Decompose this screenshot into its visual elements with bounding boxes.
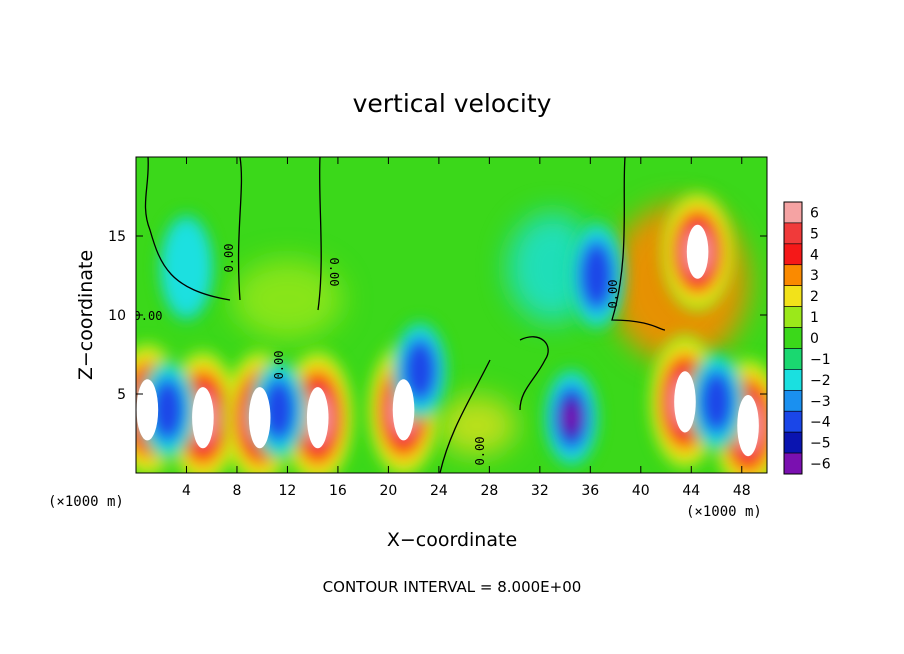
colorbar-label: −3 (810, 394, 831, 410)
field-contour-fill (152, 382, 183, 438)
x-tick-label: 44 (682, 483, 700, 499)
field-contour-fill (581, 245, 613, 306)
contour-label: 0.00 (272, 351, 286, 380)
x-unit-left: (×1000 m) (48, 494, 124, 510)
y-tick-label: 15 (108, 229, 126, 245)
x-unit-right: (×1000 m) (686, 504, 762, 520)
y-tick-label: 10 (108, 308, 126, 324)
colorbar-swatch (783, 410, 803, 433)
x-tick-label: 8 (232, 483, 241, 499)
x-tick-label: 28 (480, 483, 498, 499)
colorbar-label: 3 (810, 268, 819, 284)
field-core (136, 379, 159, 441)
colorbar-swatch (783, 348, 803, 370)
colorbar-swatch (783, 222, 803, 245)
colorbar-swatch (783, 306, 803, 328)
colorbar-swatch (783, 390, 803, 412)
field-core (686, 224, 709, 279)
colorbar: 6 5 4 3 2 1 0 −1 −2 −3 −4 −5 −6 (783, 201, 831, 475)
x-tick-label: 20 (379, 483, 397, 499)
colorbar-label: 5 (810, 226, 819, 242)
x-tick-label: 36 (581, 483, 599, 499)
contour-label: 0.00 (473, 437, 487, 466)
x-axis-ticks: 4 8 12 16 20 24 28 32 36 40 44 48 (182, 157, 751, 499)
velocity-field: 0.00 0.00 0.00 0.00 0.00 0.00 (134, 157, 767, 473)
zero-contour-line (611, 157, 666, 331)
colorbar-label: 4 (810, 247, 819, 263)
zero-contour-line (439, 359, 491, 473)
field-core (306, 387, 329, 449)
colorbar-swatch (783, 452, 803, 475)
x-tick-label: 32 (531, 483, 549, 499)
colorbar-label: −2 (810, 373, 831, 389)
colorbar-label: 0 (810, 331, 819, 347)
zero-contour-line (144, 157, 231, 301)
y-axis-ticks: 5 10 15 (108, 229, 767, 403)
x-tick-label: 12 (279, 483, 297, 499)
colorbar-label: 6 (810, 205, 819, 221)
colorbar-swatch (783, 285, 803, 307)
x-tick-label: 4 (182, 483, 191, 499)
chart-title: vertical velocity (353, 89, 552, 118)
zero-contour-line (317, 157, 322, 311)
field-contour-fill (404, 342, 436, 398)
field-contour-fill (263, 382, 295, 438)
field-contour-fill (562, 402, 580, 433)
colorbar-swatch (783, 264, 803, 286)
x-tick-label: 48 (733, 483, 751, 499)
field-contour-fill (162, 220, 211, 315)
contour-label: 0.00 (222, 244, 236, 273)
zero-contours (144, 157, 666, 473)
zero-contour-line (519, 336, 549, 411)
colorbar-label: 1 (810, 310, 819, 326)
contour-interval-note: CONTOUR INTERVAL = 8.000E+00 (323, 578, 582, 596)
field-core (674, 371, 696, 433)
x-tick-label: 16 (329, 483, 347, 499)
x-tick-label: 40 (632, 483, 650, 499)
x-tick-label: 24 (430, 483, 448, 499)
y-tick-label: 5 (117, 387, 126, 403)
contour-label: 0.00 (327, 258, 341, 287)
field-core (248, 387, 271, 449)
field-contour-fill (701, 374, 732, 430)
colorbar-swatch (783, 243, 803, 266)
field-blob (436, 395, 517, 456)
colorbar-label: −5 (810, 436, 831, 452)
colorbar-label: 2 (810, 289, 819, 305)
x-axis-label: X−coordinate (387, 529, 517, 551)
colorbar-label: −4 (810, 415, 831, 431)
contour-label: 0.00 (606, 280, 620, 309)
field-blob (232, 259, 343, 340)
colorbar-swatch (783, 201, 803, 224)
contour-label: 0.00 (134, 309, 163, 323)
field-core (192, 387, 214, 449)
colorbar-swatch (783, 369, 803, 391)
colorbar-swatch (783, 327, 803, 349)
colorbar-label: −6 (810, 457, 831, 473)
colorbar-frame (783, 201, 803, 475)
zero-contour-line (237, 157, 243, 301)
y-axis-label: Z−coordinate (75, 250, 97, 380)
colorbar-label: −1 (810, 352, 831, 368)
field-core (392, 379, 415, 441)
colorbar-swatch (783, 431, 803, 454)
field-core (737, 395, 759, 457)
